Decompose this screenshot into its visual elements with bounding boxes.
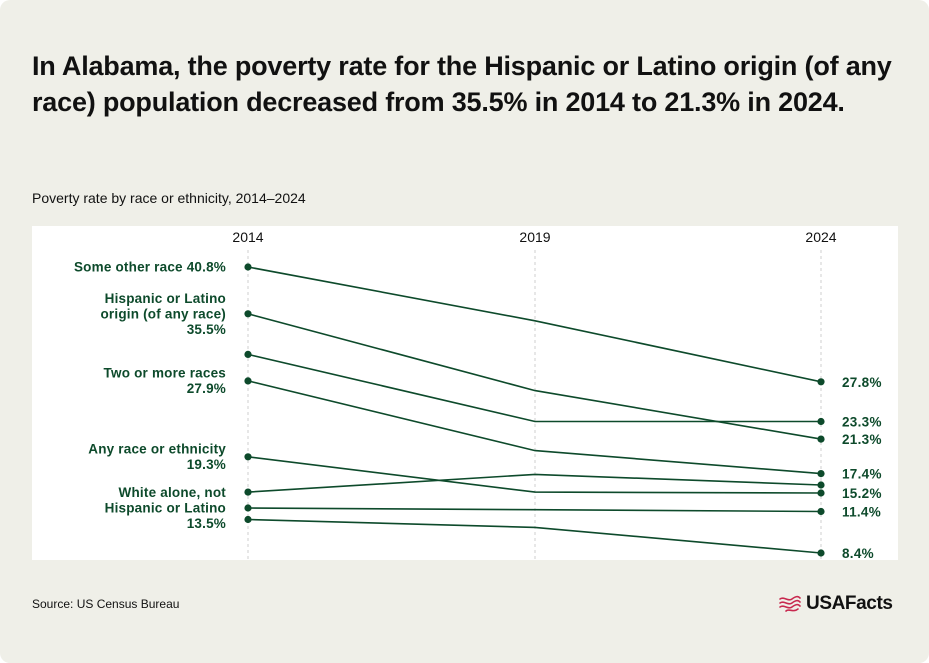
chart-subtitle: Poverty rate by race or ethnicity, 2014–… <box>32 190 306 206</box>
data-point <box>244 377 252 385</box>
x-tick-label: 2019 <box>519 229 550 245</box>
series-2 <box>244 350 825 426</box>
series-7 <box>244 515 825 557</box>
series-right-label: 17.4% <box>842 467 882 482</box>
series-right-label: 23.3% <box>842 415 882 430</box>
data-point <box>817 378 825 386</box>
series-line <box>247 473 822 493</box>
plot-area <box>32 226 898 560</box>
brand-logo[interactable]: USAFacts <box>778 593 893 615</box>
data-point <box>817 507 825 516</box>
usafacts-flag-icon <box>779 595 801 612</box>
data-point <box>817 417 825 426</box>
x-tick-labels: 2014 2019 2024 <box>232 229 836 245</box>
series-left-label: 19.3% <box>187 457 226 472</box>
data-point <box>244 453 252 461</box>
series-4 <box>244 453 825 497</box>
series-left-label: 35.5% <box>187 322 226 337</box>
series-right-label: 27.8% <box>842 375 882 390</box>
label-layer: Some other race 40.8% 27.8% Hispanic or La… <box>74 260 882 562</box>
series-0 <box>244 263 825 386</box>
series-left-label: origin (of any race) <box>100 306 226 321</box>
data-point <box>817 481 825 489</box>
series-right-label: 15.2% <box>842 486 882 501</box>
series-3 <box>244 377 825 478</box>
page-title: In Alabama, the poverty rate for the His… <box>32 51 892 117</box>
series-left-label: 27.9% <box>187 381 226 396</box>
data-point <box>817 489 825 497</box>
series-line <box>247 456 822 494</box>
series-right-label: 8.4% <box>842 546 874 561</box>
series-left-label: Any race or ethnicity <box>88 442 226 457</box>
data-point <box>817 470 825 478</box>
data-point <box>817 435 825 443</box>
series-line <box>247 518 822 554</box>
series-line <box>247 353 821 423</box>
data-point <box>244 504 252 512</box>
series-line <box>247 313 822 440</box>
x-tick-label: 2024 <box>805 229 836 245</box>
series-line <box>247 380 822 475</box>
data-point <box>244 263 252 271</box>
series-1 <box>244 310 825 443</box>
x-tick-label: 2014 <box>232 229 263 245</box>
series-line <box>247 507 822 513</box>
data-point <box>817 549 825 557</box>
series-6 <box>244 504 825 516</box>
data-point <box>244 488 252 496</box>
data-point <box>244 350 252 358</box>
data-point <box>244 310 252 318</box>
series-left-label: White alone, not <box>119 485 227 500</box>
series-left-label: 13.5% <box>187 516 226 531</box>
series-left-label: Some other race 40.8% <box>74 260 226 275</box>
data-point <box>244 515 252 524</box>
source-note: Source: US Census Bureau <box>32 597 180 611</box>
series-right-label: 21.3% <box>842 432 882 447</box>
brand-name: USAFacts <box>806 593 893 614</box>
series-left-label: Hispanic or Latino <box>105 501 226 516</box>
series-left-label: Two or more races <box>104 366 226 381</box>
series-line <box>247 266 822 383</box>
series-right-label: 11.4% <box>842 505 881 520</box>
gridlines <box>247 250 822 560</box>
series-5 <box>244 473 825 496</box>
series-left-label: Hispanic or Latino <box>105 291 226 306</box>
series-layer <box>244 263 825 557</box>
